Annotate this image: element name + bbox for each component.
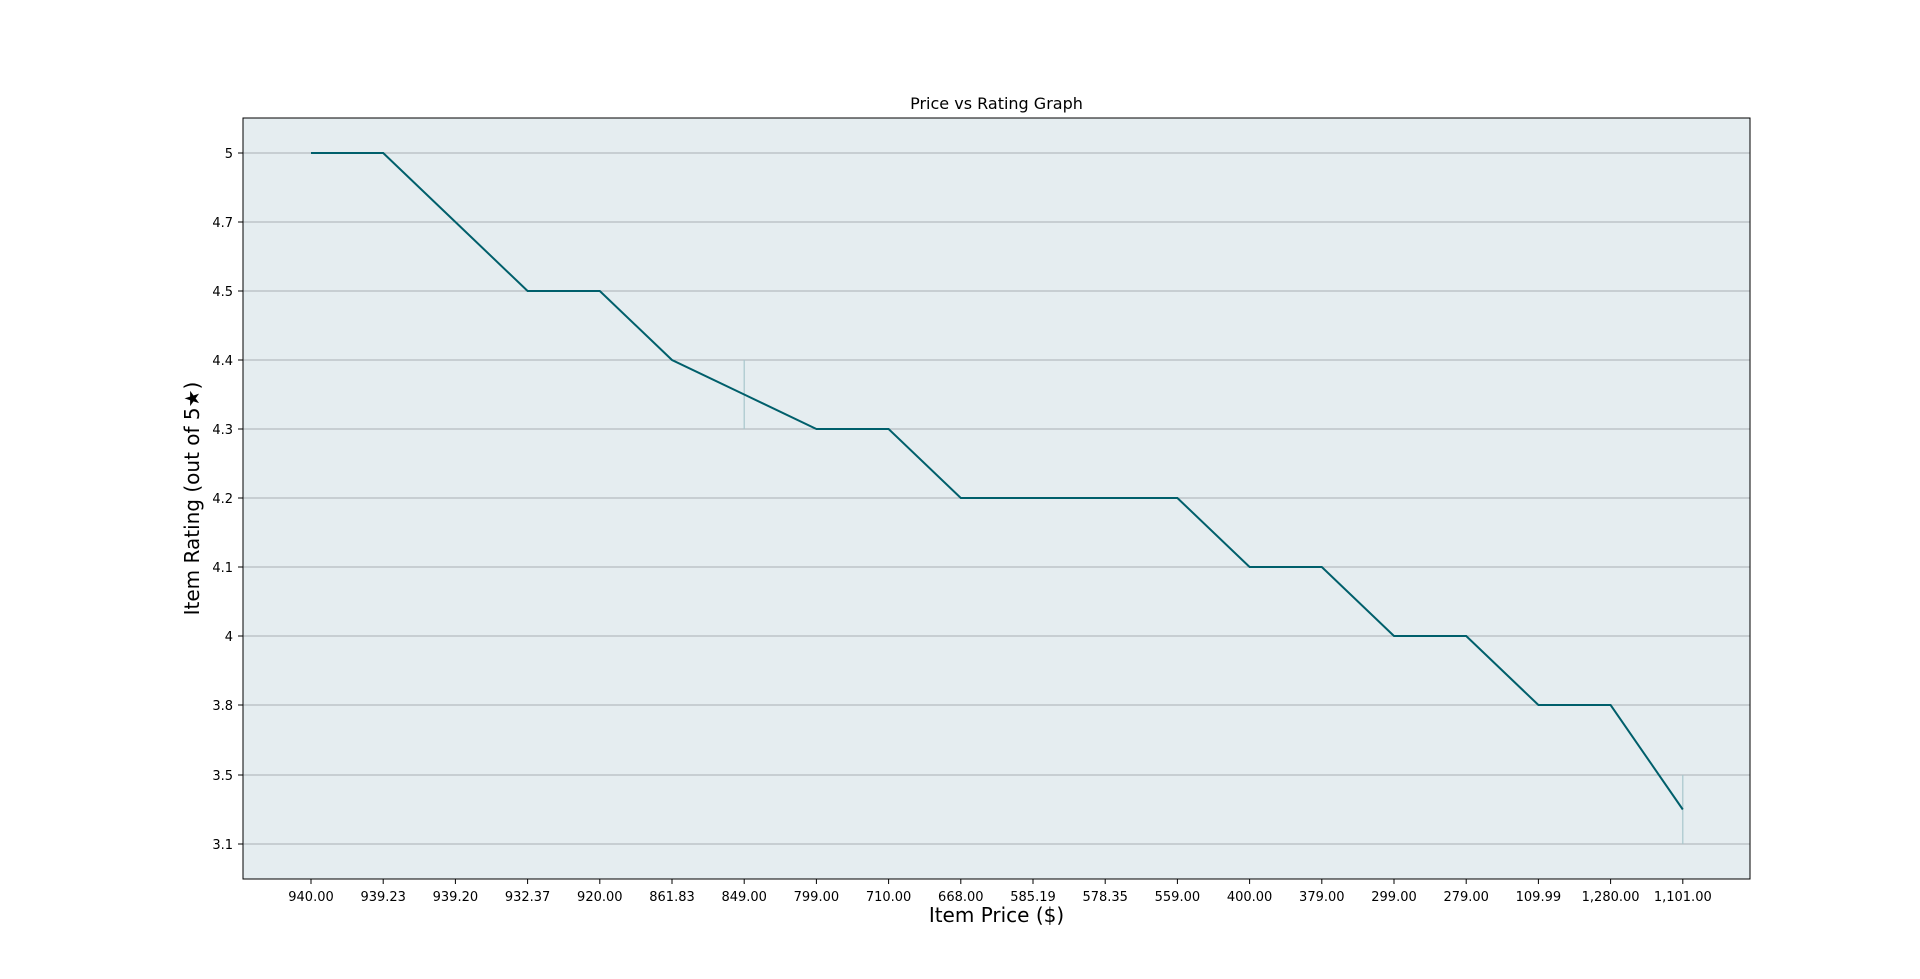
x-tick-label: 920.00 (577, 890, 623, 905)
x-tick-label: 861.83 (649, 890, 695, 905)
x-tick-label: 939.20 (433, 890, 479, 905)
x-tick-label: 1,280.00 (1582, 890, 1640, 905)
x-tick-label: 279.00 (1443, 890, 1489, 905)
x-tick-label: 400.00 (1227, 890, 1273, 905)
y-tick-label: 3.5 (212, 769, 233, 784)
x-tick-label: 379.00 (1299, 890, 1345, 905)
x-tick-label: 799.00 (794, 890, 840, 905)
x-tick-label: 668.00 (938, 890, 984, 905)
x-tick-label: 940.00 (288, 890, 334, 905)
y-axis-label: Item Rating (out of 5★) (180, 382, 204, 616)
x-tick-label: 932.37 (505, 890, 551, 905)
x-tick-label: 939.23 (360, 890, 406, 905)
chart-title: Price vs Rating Graph (910, 94, 1083, 113)
x-tick-label: 559.00 (1155, 890, 1201, 905)
y-tick-label: 4.4 (212, 354, 233, 369)
y-tick-label: 3.8 (212, 699, 233, 714)
y-tick-label: 5 (225, 147, 233, 162)
x-tick-label: 109.99 (1516, 890, 1562, 905)
grid-lines (243, 152, 1750, 845)
x-tick-label: 299.00 (1371, 890, 1417, 905)
y-tick-label: 4.5 (212, 285, 233, 300)
y-tick-label: 4.7 (212, 216, 233, 231)
y-tick-label: 4.2 (212, 492, 233, 507)
series-line (311, 152, 1684, 811)
y-tick-label: 4.3 (212, 423, 233, 438)
x-tick-label: 710.00 (866, 890, 912, 905)
x-axis-ticks: 940.00 939.23 939.20 932.37 920.00 861.83 849.… (288, 879, 1712, 905)
x-tick-label: 1,101.00 (1654, 890, 1712, 905)
x-axis-label: Item Price ($) (929, 903, 1064, 927)
y-tick-label: 4 (225, 630, 233, 645)
x-tick-label: 585.19 (1010, 890, 1056, 905)
y-tick-label: 3.1 (212, 838, 233, 853)
y-tick-label: 4.1 (212, 561, 233, 576)
x-tick-label: 578.35 (1082, 890, 1128, 905)
y-axis-ticks: 5 4.7 4.5 4.4 4.3 4.2 4.1 4 3.8 3.5 3.1 (212, 147, 243, 853)
x-tick-label: 849.00 (721, 890, 767, 905)
